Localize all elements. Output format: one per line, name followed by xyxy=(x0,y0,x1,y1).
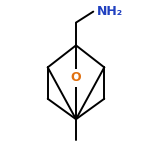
Text: NH₂: NH₂ xyxy=(96,5,123,18)
Text: O: O xyxy=(71,71,81,84)
